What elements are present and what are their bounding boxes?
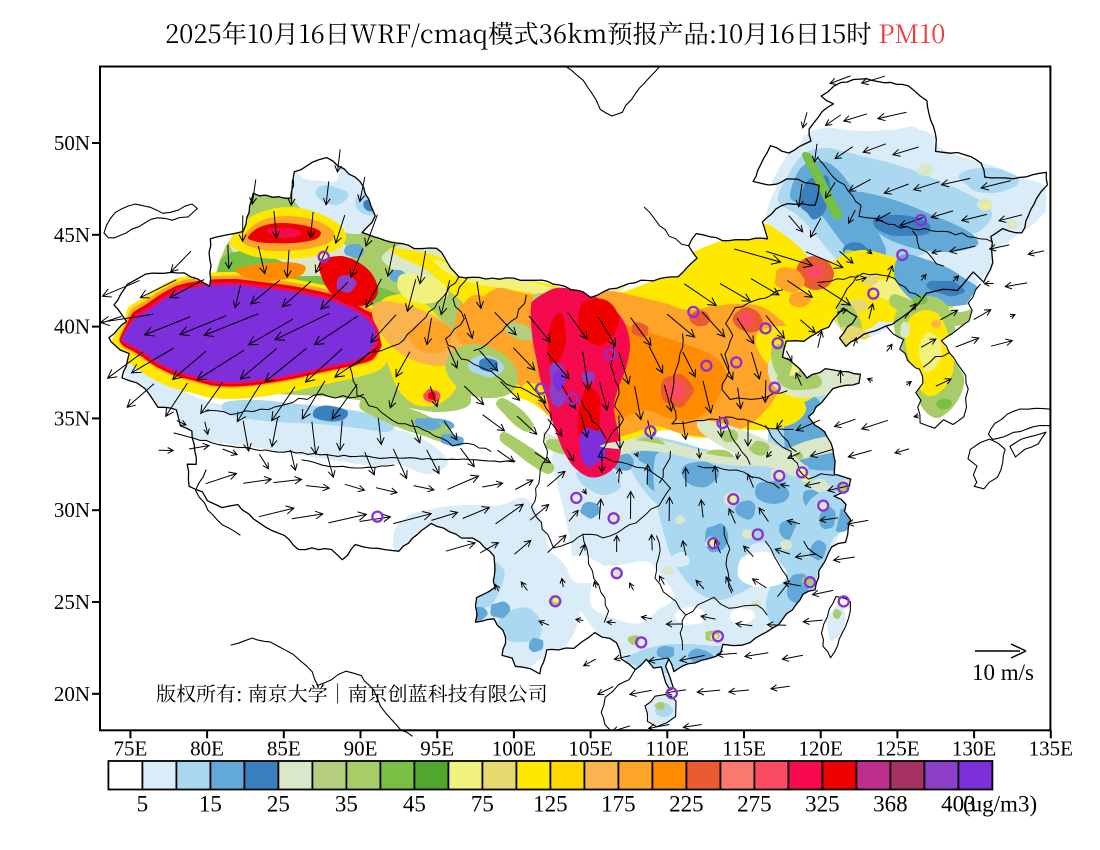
svg-text:45: 45	[403, 792, 426, 817]
svg-text:(ug/m3): (ug/m3)	[963, 792, 1037, 817]
svg-text:175: 175	[601, 792, 636, 817]
svg-text:120E: 120E	[799, 736, 843, 760]
svg-text:50N: 50N	[54, 131, 90, 155]
svg-text:225: 225	[669, 792, 704, 817]
svg-text:325: 325	[805, 792, 840, 817]
svg-text:275: 275	[737, 792, 772, 817]
svg-text:135E: 135E	[1029, 736, 1073, 760]
svg-text:125E: 125E	[875, 736, 919, 760]
svg-text:85E: 85E	[267, 736, 301, 760]
svg-text:25: 25	[267, 792, 290, 817]
svg-text:40N: 40N	[54, 315, 90, 339]
svg-text:130E: 130E	[952, 736, 996, 760]
svg-text:125: 125	[533, 792, 568, 817]
svg-text:35: 35	[335, 792, 358, 817]
svg-text:105E: 105E	[568, 736, 612, 760]
svg-text:10 m/s: 10 m/s	[972, 660, 1034, 685]
svg-text:403: 403	[941, 792, 976, 817]
svg-text:95E: 95E	[420, 736, 454, 760]
svg-text:100E: 100E	[492, 736, 536, 760]
svg-text:75E: 75E	[113, 736, 147, 760]
svg-text:25N: 25N	[54, 590, 90, 614]
svg-text:20N: 20N	[54, 682, 90, 706]
svg-text:45N: 45N	[54, 223, 90, 247]
svg-text:368: 368	[873, 792, 908, 817]
svg-text:35N: 35N	[54, 406, 90, 430]
svg-text:115E: 115E	[722, 736, 766, 760]
svg-text:110E: 110E	[646, 736, 690, 760]
svg-text:80E: 80E	[190, 736, 224, 760]
svg-text:5: 5	[137, 792, 149, 817]
svg-text:30N: 30N	[54, 498, 90, 522]
svg-text:90E: 90E	[344, 736, 378, 760]
svg-text:15: 15	[199, 792, 222, 817]
svg-text:75: 75	[471, 792, 494, 817]
